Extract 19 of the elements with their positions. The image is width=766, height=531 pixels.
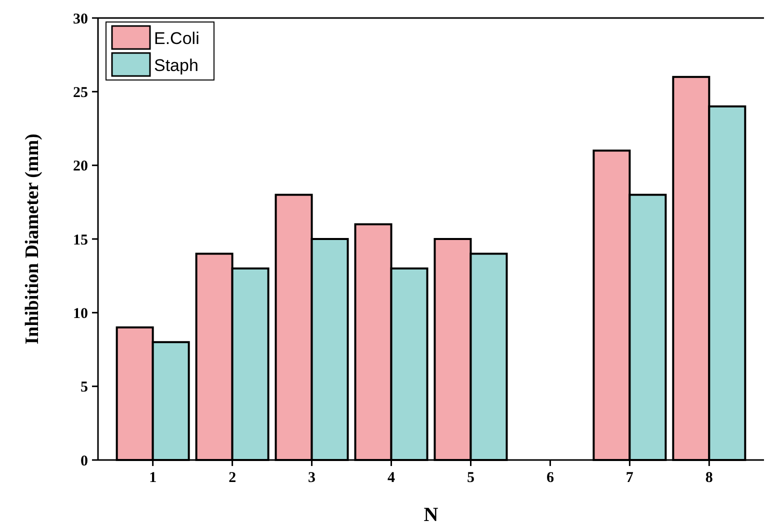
x-tick-label: 6 <box>546 470 554 486</box>
x-axis-title: N <box>424 504 439 526</box>
y-tick-label: 5 <box>80 380 88 396</box>
x-tick-label: 5 <box>466 470 474 486</box>
x-tick-label: 1 <box>149 470 157 486</box>
y-axis-title: Inhibition Diameter (mm) <box>22 134 43 344</box>
y-tick-label: 20 <box>73 158 88 175</box>
x-tick-label: 2 <box>228 470 236 486</box>
y-tick-label: 0 <box>80 453 88 470</box>
x-tick-label: 7 <box>626 470 634 486</box>
legend-label: Staph <box>154 56 198 75</box>
legend-label: E.Coli <box>154 28 200 48</box>
x-tick-label: 3 <box>308 470 316 486</box>
x-tick-label: 4 <box>388 470 396 486</box>
y-tick-label: 15 <box>73 232 88 248</box>
y-tick-label: 25 <box>73 84 88 101</box>
y-tick-label: 30 <box>73 11 88 28</box>
x-tick-label: 8 <box>705 470 713 486</box>
y-tick-label: 10 <box>73 306 88 322</box>
